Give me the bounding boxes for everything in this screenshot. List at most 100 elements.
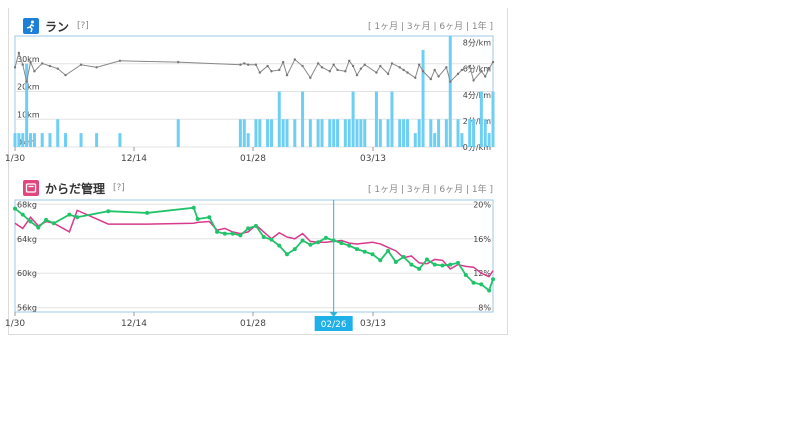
run-distance-bar — [398, 119, 402, 147]
run-pace-point — [25, 80, 28, 83]
run-distance-bar — [32, 133, 36, 147]
run-pace-point — [445, 66, 448, 69]
range-1y[interactable]: 1年 — [471, 185, 487, 195]
run-title: ラン — [45, 19, 70, 34]
run-pace-point — [379, 64, 382, 68]
body-help-link[interactable]: [?] — [113, 183, 125, 193]
run-distance-bar — [448, 36, 452, 147]
body-fat-point — [222, 231, 227, 236]
body-fat-point — [393, 260, 398, 265]
body-cursor-label: 02/26 — [321, 320, 347, 330]
run-y2-tick-label: 4分/km — [463, 91, 491, 100]
range-6m[interactable]: 6ヶ月 — [439, 185, 464, 195]
run-pace-point — [390, 62, 394, 65]
body-fat-point — [316, 240, 321, 245]
body-weight-line — [14, 209, 494, 278]
run-distance-bar — [95, 133, 99, 147]
run-pace-point — [480, 70, 483, 73]
run-distance-bar — [246, 133, 250, 147]
run-pace-point — [56, 67, 59, 70]
range-3m[interactable]: 3ヶ月 — [406, 22, 431, 32]
run-distance-bar — [48, 133, 52, 147]
body-fat-point — [51, 221, 56, 226]
run-distance-bar — [118, 133, 122, 147]
range-1m[interactable]: 1ヶ月 — [374, 185, 399, 195]
body-fat-point — [277, 243, 282, 248]
run-distance-bar — [254, 119, 258, 147]
body-cursor-arrow — [329, 312, 338, 317]
run-distance-bar — [293, 119, 297, 147]
run-distance-bar — [316, 119, 320, 147]
run-pace-point — [301, 64, 304, 68]
run-pace-point — [351, 64, 355, 68]
run-range-selector: [ 1ヶ月 | 3ヶ月 | 6ヶ月 | 1年 ] — [368, 22, 493, 32]
run-distance-bar — [285, 119, 289, 147]
run-distance-bar — [328, 119, 332, 147]
body-y-tick-label: 68kg — [17, 200, 37, 209]
run-pace-point — [177, 60, 180, 64]
run-pace-point — [449, 80, 452, 83]
body-fat-point — [261, 235, 266, 240]
run-pace-point — [293, 58, 297, 61]
run-distance-bar — [258, 119, 262, 147]
run-pace-point — [359, 67, 363, 70]
run-y-tick-label: 30km — [17, 55, 40, 64]
run-pace-point — [491, 60, 495, 64]
body-fat-point — [269, 237, 274, 242]
run-distance-bar — [277, 91, 281, 147]
run-pace-point — [433, 68, 436, 72]
run-pace-point — [402, 68, 405, 72]
body-fat-point — [106, 209, 111, 214]
run-pace-point — [328, 70, 331, 73]
run-distance-bar — [479, 91, 483, 147]
body-x-tick-label: 12/14 — [121, 319, 147, 329]
run-distance-bar — [468, 119, 472, 147]
run-distance-bar — [176, 119, 180, 147]
body-fat-point — [20, 212, 25, 217]
body-fat-point — [424, 257, 429, 262]
run-distance-bar — [417, 119, 421, 147]
run-pace-point — [258, 71, 262, 74]
body-y2-tick-label: 16% — [473, 235, 491, 244]
run-pace-point — [456, 72, 460, 76]
body-fat-point — [487, 288, 492, 293]
run-pace-point — [239, 63, 242, 66]
run-y2-tick-label: 2分/km — [463, 117, 491, 126]
body-header: からだ管理 [?] — [23, 179, 125, 197]
scale-icon — [23, 180, 39, 196]
runner-icon — [23, 18, 39, 34]
run-pace-point — [79, 63, 83, 66]
run-distance-bar — [13, 133, 17, 147]
run-pace-point — [64, 73, 67, 77]
run-distance-bar — [386, 119, 390, 147]
run-pace-point — [375, 71, 378, 74]
run-pace-point — [33, 70, 36, 73]
run-pace-point — [363, 63, 366, 66]
body-fat-point — [300, 238, 305, 243]
range-1m[interactable]: 1ヶ月 — [374, 22, 399, 32]
run-distance-bar — [238, 119, 242, 147]
run-pace-point — [320, 66, 324, 69]
body-fat-point — [292, 247, 297, 252]
range-3m[interactable]: 3ヶ月 — [406, 185, 431, 195]
run-distance-bar — [437, 119, 441, 147]
run-distance-bar — [25, 63, 29, 147]
run-pace-point — [281, 60, 285, 64]
range-1y[interactable]: 1年 — [471, 22, 487, 32]
run-distance-bar — [17, 133, 21, 147]
body-fat-point — [238, 233, 243, 238]
run-distance-bar — [363, 119, 367, 147]
run-distance-bar — [433, 133, 437, 147]
run-pace-point — [386, 72, 390, 76]
run-distance-bar — [332, 119, 336, 147]
run-distance-bar — [406, 119, 410, 147]
range-6m[interactable]: 6ヶ月 — [439, 22, 464, 32]
body-fat-point — [230, 231, 235, 236]
run-pace-point — [309, 76, 312, 79]
body-fat-point — [491, 277, 495, 282]
run-pace-point — [41, 62, 44, 65]
run-help-link[interactable]: [?] — [77, 21, 89, 31]
body-y2-tick-label: 8% — [478, 304, 491, 313]
body-fat-point — [285, 252, 290, 257]
